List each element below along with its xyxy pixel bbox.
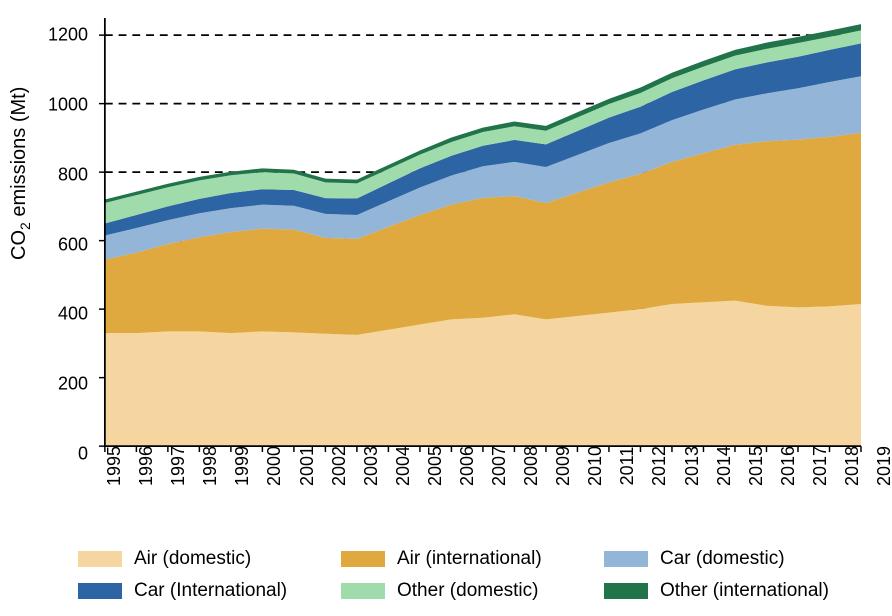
x-tick-label: 2016 <box>778 446 799 486</box>
x-tick-label: 2007 <box>489 446 510 486</box>
x-tick-label: 2000 <box>264 446 285 486</box>
y-tick-label: 400 <box>28 304 88 325</box>
legend-label: Other (international) <box>660 580 829 602</box>
legend-item: Air (international) <box>341 548 576 570</box>
x-tick-label: 2003 <box>361 446 382 486</box>
legend-label: Car (International) <box>134 580 287 602</box>
x-tick-label: 1995 <box>104 446 125 486</box>
plot-svg <box>90 18 868 454</box>
y-tick-label: 0 <box>28 444 88 465</box>
emissions-stacked-area-chart: CO2 emissions (Mt) 020040060080010001200… <box>0 0 892 616</box>
x-tick-label: 2001 <box>297 446 318 486</box>
legend-item: Car (domestic) <box>604 548 839 570</box>
x-tick-label: 1998 <box>200 446 221 486</box>
legend: Air (domestic) Air (international) Car (do… <box>78 548 878 602</box>
legend-swatch <box>341 551 385 567</box>
x-tick-label: 2010 <box>585 446 606 486</box>
legend-item: Other (international) <box>604 580 839 602</box>
y-tick-label: 1200 <box>28 25 88 46</box>
x-tick-label: 2014 <box>714 446 735 486</box>
x-tick-label: 1996 <box>136 446 157 486</box>
x-tick-label: 2004 <box>393 446 414 486</box>
legend-swatch <box>604 583 648 599</box>
y-tick-label: 200 <box>28 374 88 395</box>
legend-label: Air (domestic) <box>134 548 251 570</box>
x-tick-label: 2005 <box>425 446 446 486</box>
legend-item: Other (domestic) <box>341 580 576 602</box>
y-tick-label: 1000 <box>28 95 88 116</box>
legend-label: Other (domestic) <box>397 580 538 602</box>
legend-swatch <box>78 583 122 599</box>
x-tick-label: 2015 <box>746 446 767 486</box>
x-tick-label: 2008 <box>521 446 542 486</box>
x-tick-label: 1999 <box>232 446 253 486</box>
x-tick-label: 2009 <box>553 446 574 486</box>
x-tick-label: 2013 <box>682 446 703 486</box>
y-tick-label: 600 <box>28 234 88 255</box>
legend-label: Air (international) <box>397 548 542 570</box>
x-tick-label: 2006 <box>457 446 478 486</box>
x-tick-label: 2018 <box>842 446 863 486</box>
x-tick-label: 2011 <box>617 447 638 486</box>
legend-swatch <box>78 551 122 567</box>
legend-swatch <box>604 551 648 567</box>
y-tick-label: 800 <box>28 164 88 185</box>
plot-area <box>98 18 868 454</box>
x-tick-label: 2012 <box>649 446 670 486</box>
legend-swatch <box>341 583 385 599</box>
x-tick-label: 2019 <box>874 446 892 486</box>
x-tick-label: 1997 <box>168 446 189 486</box>
legend-label: Car (domestic) <box>660 548 785 570</box>
x-tick-label: 2017 <box>810 446 831 486</box>
legend-item: Car (International) <box>78 580 313 602</box>
legend-item: Air (domestic) <box>78 548 313 570</box>
x-tick-label: 2002 <box>329 446 350 486</box>
